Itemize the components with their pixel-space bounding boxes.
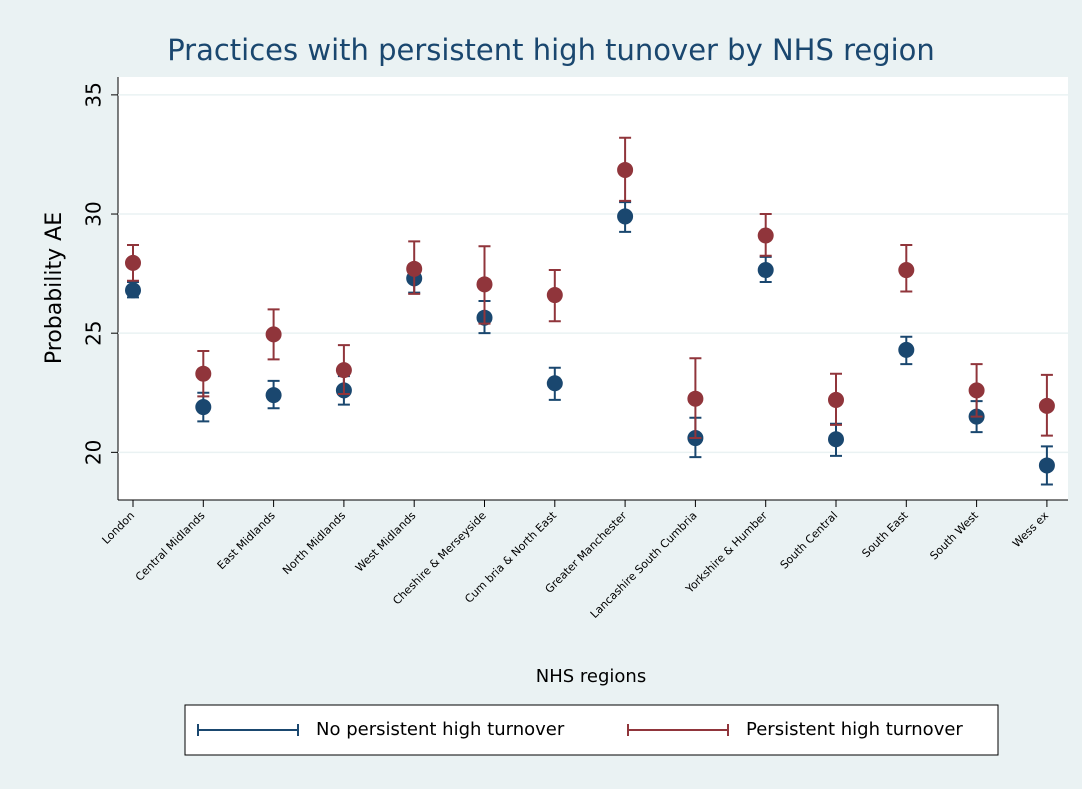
y-axis-label: Probability AE xyxy=(42,212,67,364)
legend-swatch xyxy=(627,724,729,736)
point xyxy=(406,260,423,277)
point xyxy=(195,399,212,416)
point xyxy=(828,391,844,408)
point xyxy=(195,365,212,382)
point xyxy=(125,254,141,271)
point xyxy=(546,375,563,392)
legend xyxy=(184,704,999,756)
point xyxy=(617,208,634,225)
point xyxy=(1038,457,1055,474)
legend-label: No persistent high turnover xyxy=(316,719,565,740)
point xyxy=(265,387,282,404)
legend-swatch xyxy=(197,724,299,736)
y-tick-label: 25 xyxy=(82,320,106,345)
y-tick-label: 35 xyxy=(82,82,106,107)
point xyxy=(898,341,915,358)
plot-area xyxy=(118,77,1068,500)
x-axis-label: NHS regions xyxy=(536,666,646,687)
y-tick-label: 20 xyxy=(82,440,106,465)
legend-label: Persistent high turnover xyxy=(746,719,963,740)
chart-title: Practices with persistent high tunover b… xyxy=(167,33,935,67)
point xyxy=(757,262,774,279)
point xyxy=(687,390,704,407)
point xyxy=(476,276,493,293)
y-tick-label: 30 xyxy=(82,201,106,226)
point xyxy=(898,262,915,279)
point xyxy=(265,326,282,343)
point xyxy=(125,282,141,299)
point xyxy=(1038,397,1055,414)
point xyxy=(828,431,844,448)
point xyxy=(968,382,985,399)
point xyxy=(617,161,634,178)
point xyxy=(335,362,352,379)
point xyxy=(757,227,774,244)
point xyxy=(546,287,563,304)
